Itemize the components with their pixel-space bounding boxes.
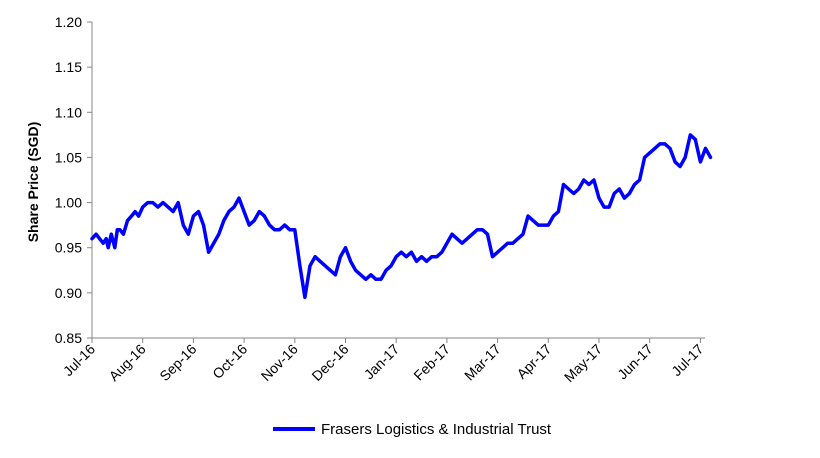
y-axis: 0.85 0.90 0.95 1.00 1.05 1.10 1.15 1.20 [55,14,93,346]
y-tick-label: 0.95 [55,240,82,256]
x-tick-label: Jul-16 [60,341,98,379]
x-tick-label: Nov-16 [258,341,301,384]
x-tick-label: Mar-17 [461,341,504,384]
x-tick-label: Jun-17 [614,341,656,383]
legend: Frasers Logistics & Industrial Trust [273,421,552,438]
x-tick-label: Oct-16 [209,341,250,382]
legend-label: Frasers Logistics & Industrial Trust [321,421,552,438]
x-tick-label: Feb-17 [410,341,453,384]
y-tick-label: 1.05 [55,149,82,165]
y-tick-label: 1.20 [55,14,82,30]
x-tick-label: Jul-17 [668,341,706,379]
y-tick-label: 1.00 [55,195,82,211]
x-tick-label: Sep-16 [156,341,199,384]
x-tick-label: Jan-17 [361,341,403,383]
y-tick-label: 1.10 [55,104,82,120]
y-tick-label: 1.15 [55,59,82,75]
x-tick-label: Apr-17 [513,341,554,382]
y-axis-title: Share Price (SGD) [25,122,41,243]
y-tick-label: 0.90 [55,285,82,301]
x-tick-label: Aug-16 [106,341,149,384]
x-tick-label: May-17 [561,341,605,385]
y-tick-label: 0.85 [55,330,82,346]
series-layer [90,133,713,300]
x-axis: Jul-16 Aug-16 Sep-16 Oct-16 Nov-16 Dec-16 Jan-… [60,337,707,385]
series-line [90,133,713,300]
x-tick-label: Dec-16 [308,341,351,384]
